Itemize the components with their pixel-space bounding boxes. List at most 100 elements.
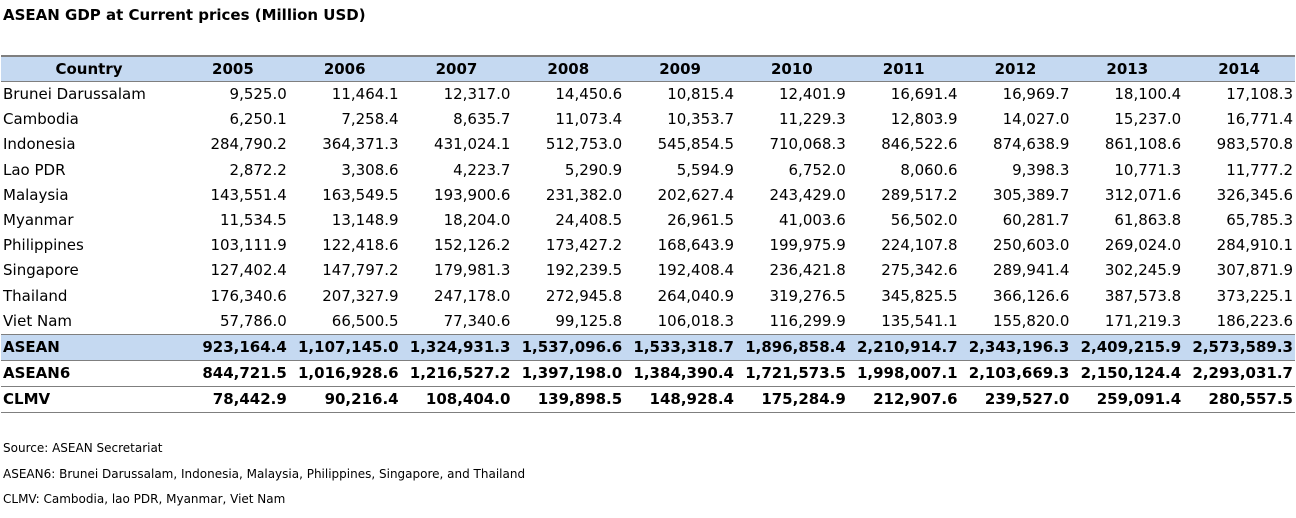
value-cell: 9,398.3: [1012, 160, 1070, 179]
value-cell: 431,024.1: [434, 135, 511, 154]
value-cell: 127,402.4: [210, 261, 287, 280]
value-cell: 90,216.4: [288, 386, 401, 414]
row-label: Lao PDR: [3, 160, 66, 179]
row-label: Thailand: [3, 286, 68, 305]
value-cell: 186,223.6: [1216, 311, 1293, 330]
row-label: Malaysia: [3, 185, 69, 204]
value-cell: 2,293,031.7: [1183, 360, 1295, 388]
column-header-year: 2012: [959, 55, 1072, 82]
value-cell: 1,896,858.4: [735, 333, 848, 362]
value-cell: 12,803.9: [890, 110, 958, 129]
value-cell: 57,786.0: [220, 311, 287, 330]
value-cell: 106,018.3: [657, 311, 734, 330]
value-cell: 18,100.4: [1114, 85, 1182, 104]
value-cell: 302,245.9: [1104, 261, 1182, 280]
value-cell: 861,108.6: [1104, 135, 1182, 154]
value-cell: 1,721,573.5: [735, 360, 848, 388]
value-cell: 168,643.9: [657, 236, 734, 255]
table-title: ASEAN GDP at Current prices (Million USD…: [3, 6, 366, 24]
value-cell: 108,404.0: [400, 386, 513, 414]
value-cell: 11,229.3: [778, 110, 846, 129]
value-cell: 6,752.0: [788, 160, 846, 179]
value-cell: 103,111.9: [210, 236, 287, 255]
table-row: Thailand 176,340.6 207,327.9 247,178.0 272,9…: [1, 284, 1295, 309]
value-cell: 8,060.6: [900, 160, 958, 179]
table-body: Brunei Darussalam 9,525.0 11,464.1 12,317.0…: [1, 82, 1295, 414]
row-label: ASEAN6: [1, 360, 177, 388]
value-cell: 15,237.0: [1114, 110, 1182, 129]
row-label: Singapore: [3, 261, 79, 280]
value-cell: 844,721.5: [177, 360, 289, 388]
value-cell: 1,998,007.1: [847, 360, 960, 388]
table-row: Viet Nam 57,786.0 66,500.5 77,340.6 99,125.8…: [1, 309, 1295, 335]
value-cell: 7,258.4: [341, 110, 399, 129]
table-row: Singapore 127,402.4 147,797.2 179,981.3 192,…: [1, 258, 1295, 283]
value-cell: 2,872.2: [229, 160, 287, 179]
value-cell: 139,898.5: [512, 386, 625, 414]
value-cell: 236,421.8: [769, 261, 846, 280]
value-cell: 364,371.3: [322, 135, 399, 154]
value-cell: 1,397,198.0: [512, 360, 625, 388]
table-row: Brunei Darussalam 9,525.0 11,464.1 12,317.0…: [1, 82, 1295, 108]
value-cell: 4,223.7: [453, 160, 511, 179]
value-cell: 1,216,527.2: [400, 360, 513, 388]
value-cell: 1,384,390.4: [624, 360, 736, 388]
value-cell: 250,603.0: [993, 236, 1070, 255]
value-cell: 275,342.6: [881, 261, 958, 280]
row-label: Cambodia: [3, 110, 79, 129]
value-cell: 163,549.5: [322, 185, 399, 204]
value-cell: 2,210,914.7: [847, 333, 960, 362]
column-header-year: 2013: [1071, 55, 1184, 82]
value-cell: 155,820.0: [993, 311, 1070, 330]
value-cell: 11,534.5: [220, 211, 287, 230]
value-cell: 289,941.4: [993, 261, 1070, 280]
value-cell: 122,418.6: [322, 236, 399, 255]
value-cell: 259,091.4: [1071, 386, 1184, 414]
value-cell: 284,790.2: [210, 135, 287, 154]
value-cell: 207,327.9: [322, 286, 399, 305]
value-cell: 345,825.5: [881, 286, 958, 305]
value-cell: 176,340.6: [210, 286, 287, 305]
value-cell: 12,317.0: [443, 85, 511, 104]
value-cell: 1,533,318.7: [624, 333, 736, 362]
value-cell: 1,016,928.6: [288, 360, 401, 388]
value-cell: 202,627.4: [657, 185, 734, 204]
value-cell: 284,910.1: [1216, 236, 1293, 255]
value-cell: 5,290.9: [564, 160, 623, 179]
value-cell: 143,551.4: [210, 185, 287, 204]
value-cell: 243,429.0: [769, 185, 846, 204]
column-header-year: 2010: [735, 55, 848, 82]
value-cell: 264,040.9: [657, 286, 734, 305]
value-cell: 10,771.3: [1114, 160, 1182, 179]
value-cell: 512,753.0: [545, 135, 623, 154]
value-cell: 11,777.2: [1226, 160, 1293, 179]
clmv-note: CLMV: Cambodia, lao PDR, Myanmar, Viet N…: [3, 492, 286, 506]
value-cell: 846,522.6: [881, 135, 958, 154]
value-cell: 65,785.3: [1226, 211, 1293, 230]
table-row: Malaysia 143,551.4 163,549.5 193,900.6 231,3…: [1, 183, 1295, 208]
column-header-year: 2014: [1183, 55, 1295, 82]
value-cell: 1,324,931.3: [400, 333, 513, 362]
row-label: Viet Nam: [3, 311, 73, 330]
row-label: ASEAN: [1, 333, 177, 362]
table-row: Myanmar 11,534.5 13,148.9 18,204.0 24,408.5 2…: [1, 208, 1295, 233]
asean6-total-row: ASEAN6 844,721.5 1,016,928.6 1,216,527.2 1,3…: [1, 360, 1295, 388]
value-cell: 99,125.8: [555, 311, 623, 330]
table-row: Cambodia 6,250.1 7,258.4 8,635.7 11,073.4 10,…: [1, 107, 1295, 132]
value-cell: 16,771.4: [1226, 110, 1293, 129]
value-cell: 41,003.6: [778, 211, 846, 230]
value-cell: 17,108.3: [1226, 85, 1293, 104]
row-label: Myanmar: [3, 211, 74, 230]
value-cell: 56,502.0: [890, 211, 958, 230]
column-header-year: 2005: [177, 55, 289, 82]
value-cell: 983,570.8: [1216, 135, 1293, 154]
row-label: Philippines: [3, 236, 84, 255]
value-cell: 8,635.7: [453, 110, 511, 129]
value-cell: 307,871.9: [1216, 261, 1293, 280]
gdp-table: Country 2005 2006 2007 2008 2009 2010 20…: [1, 55, 1295, 414]
value-cell: 272,945.8: [545, 286, 623, 305]
value-cell: 545,854.5: [657, 135, 734, 154]
value-cell: 12,401.9: [778, 85, 846, 104]
value-cell: 3,308.6: [341, 160, 399, 179]
value-cell: 78,442.9: [177, 386, 289, 414]
